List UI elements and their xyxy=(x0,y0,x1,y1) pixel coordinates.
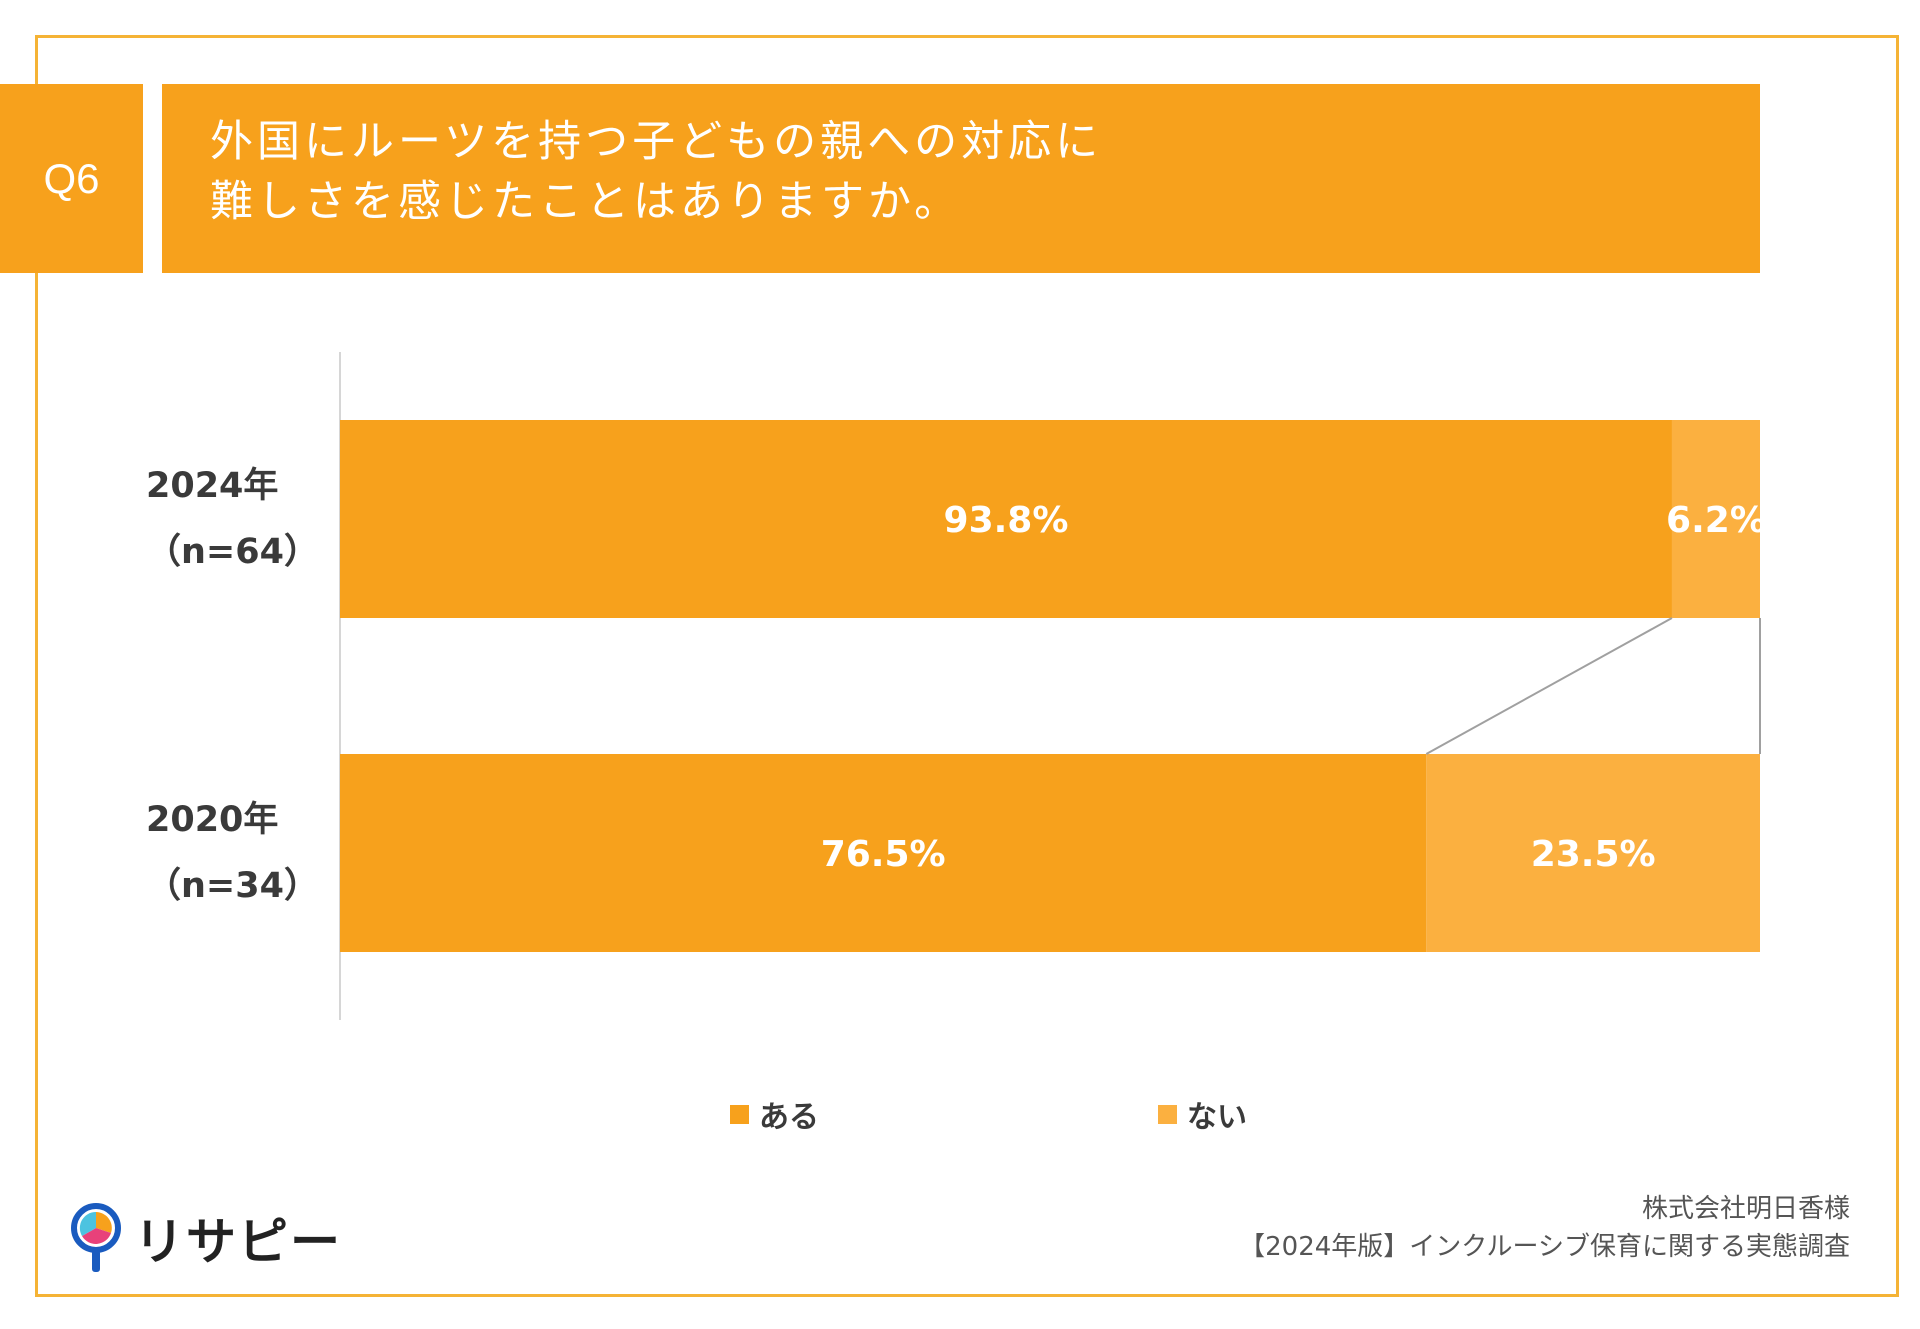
bar-segment xyxy=(1671,420,1760,618)
question-number: Q6 xyxy=(43,154,100,202)
legend-label: ない xyxy=(1187,1100,1247,1135)
data-label: 76.5% xyxy=(821,834,946,875)
legend-item-aru: ある xyxy=(730,1092,819,1136)
category-label-2020: 2020年 （n=34） xyxy=(146,787,319,919)
series-connector-line xyxy=(1425,617,1673,755)
legend-swatch xyxy=(1158,1104,1177,1124)
category-n-label: （n=64） xyxy=(146,532,319,572)
chart-legend: ある ない xyxy=(0,1092,1920,1140)
question-title-line-1: 外国にルーツを持つ子どもの親への対応に xyxy=(210,117,1103,167)
logo-text: リサピー xyxy=(134,1213,342,1271)
category-year-label: 2024年 xyxy=(146,466,279,506)
chart-frame xyxy=(35,35,1899,1297)
source-credit: 株式会社明日香様 【2024年版】インクルーシブ保育に関する実態調査 xyxy=(1239,1190,1850,1266)
question-title: 外国にルーツを持つ子どもの親への対応に 難しさを感じたことはありますか。 xyxy=(162,84,1760,273)
data-label: 6.2% xyxy=(1666,500,1766,541)
category-n-label: （n=34） xyxy=(146,866,319,906)
question-number-badge: Q6 xyxy=(0,84,143,273)
source-line-2: 【2024年版】インクルーシブ保育に関する実態調査 xyxy=(1239,1232,1850,1262)
source-line-1: 株式会社明日香様 xyxy=(1641,1194,1850,1224)
bar-segment xyxy=(1426,754,1760,952)
magnifier-pie-icon xyxy=(71,1203,121,1272)
data-label: 23.5% xyxy=(1531,834,1656,875)
question-title-line-2: 難しさを感じたことはありますか。 xyxy=(210,177,962,227)
legend-swatch xyxy=(730,1104,749,1124)
category-year-label: 2020年 xyxy=(146,800,279,840)
data-label: 93.8% xyxy=(944,500,1069,541)
legend-label: ある xyxy=(759,1100,819,1135)
legend-item-nai: ない xyxy=(1158,1092,1247,1136)
category-label-2024: 2024年 （n=64） xyxy=(146,453,319,585)
bar-segment xyxy=(340,420,1672,618)
bar-segment xyxy=(340,754,1427,952)
risapy-logo: リサピー xyxy=(68,1202,342,1274)
